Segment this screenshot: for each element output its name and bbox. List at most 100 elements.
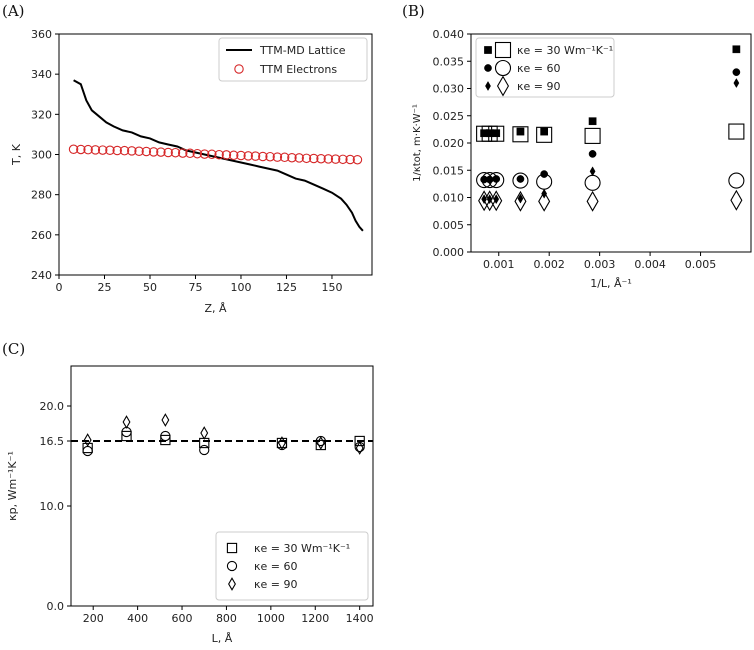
y-tick-label: 0.010	[433, 192, 465, 205]
electron-temperature-point	[185, 148, 195, 159]
x-tick-label: 600	[172, 612, 193, 625]
data-point-filled-diamond	[589, 166, 596, 177]
electron-temperature-point	[83, 144, 93, 155]
data-point-filled-square	[540, 127, 549, 136]
data-point-open-circle	[728, 172, 745, 189]
legend-c-label: κe = 90	[254, 578, 297, 591]
electron-temperature-point	[192, 148, 203, 159]
data-point-open-diamond	[355, 441, 364, 455]
legend-a-frame	[218, 37, 368, 82]
data-point-open-diamond	[316, 436, 325, 450]
data-point-open-square	[82, 442, 93, 454]
electron-temperature-point	[76, 144, 86, 155]
electron-temperature-point	[279, 152, 290, 163]
electron-temperature-point	[221, 150, 232, 160]
electron-temperature-point	[345, 154, 355, 165]
x-tick-label: 75	[188, 281, 202, 294]
electron-temperature-point	[148, 147, 159, 157]
data-point-open-circle	[199, 444, 210, 456]
electron-temperature-point	[352, 154, 363, 165]
y-axis-label: 1/κtot, m·K·W⁻¹	[412, 104, 423, 182]
electron-temperature-point	[199, 149, 210, 159]
data-point-filled-diamond	[541, 188, 548, 199]
electron-temperature-point	[243, 151, 254, 161]
data-point-open-diamond	[730, 189, 743, 211]
x-axis-label: 1/L, Å⁻¹	[590, 277, 632, 290]
y-tick-label: 16.5	[40, 435, 65, 448]
y-tick-label: 0.000	[433, 246, 465, 259]
data-point-open-diamond	[122, 415, 131, 429]
data-point-open-circle	[160, 430, 171, 442]
electron-temperature-point	[330, 154, 341, 164]
x-tick-label: 1200	[301, 612, 329, 625]
data-point-open-diamond	[514, 190, 527, 212]
electron-temperature-point	[97, 145, 108, 155]
legend-b-large-marker	[496, 75, 510, 97]
y-tick-label: 20.0	[40, 400, 65, 413]
data-point-open-square	[354, 435, 365, 447]
legend-b: κe = 30 Wm⁻¹K⁻¹ κe = 60 κe = 90	[475, 37, 615, 98]
x-tick-label: 200	[83, 612, 104, 625]
data-point-filled-square	[492, 129, 501, 138]
data-point-filled-square	[588, 117, 597, 126]
x-axis-label: L, Å	[212, 632, 233, 645]
x-tick-label: 125	[276, 281, 297, 294]
electron-temperature-point	[294, 153, 304, 163]
data-point-filled-circle	[732, 68, 741, 77]
y-tick-label: 0.020	[433, 137, 465, 150]
legend-electrons-label: TTM Electrons	[259, 63, 337, 76]
data-point-open-diamond	[161, 413, 170, 427]
data-point-filled-square	[732, 45, 741, 54]
electron-temperature-point	[68, 144, 79, 155]
electron-temperature-point	[163, 147, 173, 158]
data-point-filled-square	[485, 129, 494, 138]
y-tick-label: 240	[31, 269, 52, 282]
electron-temperature-point	[207, 149, 217, 160]
data-point-open-square	[536, 126, 553, 143]
data-point-filled-diamond	[481, 194, 487, 205]
data-point-open-diamond	[83, 433, 92, 447]
data-point-open-square	[121, 430, 132, 442]
electron-temperature-point	[265, 151, 275, 162]
electron-temperature-point	[258, 151, 268, 162]
y-axis-label: T, K	[10, 143, 23, 166]
plot-frame	[70, 365, 374, 607]
electron-temperature-point	[170, 147, 181, 158]
x-tick-label: 400	[127, 612, 148, 625]
y-tick-label: 360	[31, 28, 52, 41]
panel-c-label: (C)	[2, 340, 25, 358]
data-point-filled-square	[516, 127, 525, 136]
panel-b-chart: 0.001 0.002 0.003 0.004 0.005 0.000 0.005 0.010…	[412, 28, 752, 290]
data-point-open-circle	[512, 172, 529, 189]
y-tick-label: 0.0	[47, 600, 65, 613]
legend-b-label: κe = 90	[517, 80, 560, 93]
legend-c-marker	[228, 577, 236, 591]
electron-temperature-point	[309, 153, 319, 164]
legend-c-frame	[215, 531, 369, 601]
electron-temperature-point	[338, 154, 348, 165]
data-point-open-circle	[488, 172, 505, 189]
y-tick-label: 300	[31, 149, 52, 162]
electron-temperature-point	[119, 145, 130, 156]
electron-temperature-point	[156, 147, 166, 157]
data-point-open-square	[488, 125, 505, 142]
legend-b-large-marker	[494, 59, 512, 77]
data-point-open-diamond	[200, 426, 209, 440]
panel-a-chart: 0 25 50 75 100 125 150 240 260 280 300 320 340 360 Z, …	[10, 28, 373, 315]
electron-temperature-point	[112, 145, 122, 156]
electron-temperature-point	[272, 152, 283, 162]
legend-electrons-swatch	[234, 64, 244, 74]
x-tick-label: 1400	[346, 612, 374, 625]
electron-temperature-point	[127, 146, 137, 156]
legend-a: TTM-MD Lattice TTM Electrons	[218, 37, 368, 82]
data-point-open-circle	[584, 174, 601, 191]
electron-temperature-point	[214, 149, 224, 160]
lattice-temperature-line	[73, 79, 364, 232]
y-tick-label: 340	[31, 68, 52, 81]
x-tick-label: 0.004	[634, 258, 666, 271]
data-point-open-diamond	[490, 190, 503, 212]
y-tick-label: 260	[31, 229, 52, 242]
electron-temperature-point	[287, 152, 297, 163]
legend-c-marker	[226, 542, 238, 554]
